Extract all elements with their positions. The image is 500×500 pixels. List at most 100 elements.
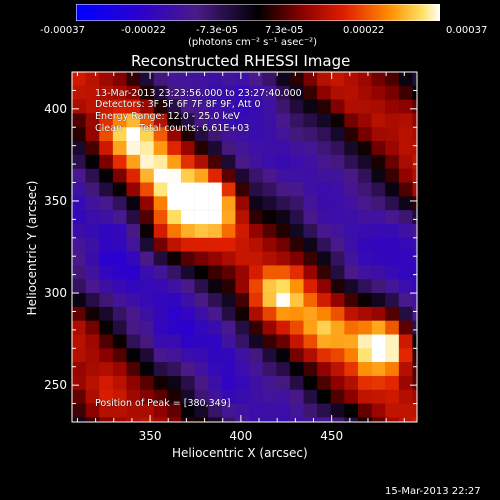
heatmap-cell — [112, 403, 127, 418]
heatmap-cell — [180, 293, 195, 308]
heatmap-cell — [126, 237, 141, 252]
heatmap-cell — [194, 306, 209, 321]
heatmap-cell — [85, 362, 100, 377]
heatmap-cell — [303, 237, 318, 252]
heatmap-cell — [167, 293, 182, 308]
heatmap-cell — [140, 85, 154, 100]
y-tick-label: 400 — [44, 102, 67, 116]
heatmap-cell — [330, 306, 345, 321]
heatmap-cell — [221, 182, 236, 197]
heatmap-cell — [357, 182, 372, 197]
heatmap-cell — [276, 168, 291, 183]
heatmap-cell — [194, 348, 209, 363]
heatmap-cell — [126, 99, 141, 114]
heatmap-cell — [194, 334, 209, 349]
heatmap-cell — [249, 306, 263, 321]
heatmap-cell — [357, 99, 372, 114]
heatmap-cell — [262, 362, 277, 377]
heatmap-cell — [262, 375, 277, 391]
heatmap-cell — [276, 237, 291, 252]
heatmap-cell — [262, 210, 277, 225]
heatmap-cell — [99, 168, 114, 183]
heatmap-cell — [249, 223, 263, 239]
heatmap-cell — [330, 293, 345, 308]
heatmap-cell — [385, 320, 400, 335]
heatmap-cell — [371, 348, 386, 363]
heatmap-cell — [167, 85, 182, 100]
heatmap-cell — [303, 306, 318, 321]
heatmap-cell — [72, 265, 86, 280]
heatmap-cell — [330, 72, 345, 87]
heatmap-cell — [317, 154, 332, 169]
heatmap-cell — [303, 334, 318, 349]
heatmap-cell — [235, 265, 250, 280]
heatmap-cell — [330, 85, 345, 100]
heatmap-cell — [276, 306, 291, 321]
heatmap-cell — [303, 85, 318, 100]
heatmap-cell — [99, 196, 114, 211]
heatmap-cell — [153, 265, 168, 280]
heatmap-cell — [194, 403, 209, 418]
heatmap-cell — [357, 223, 372, 239]
heatmap-cell — [180, 251, 195, 266]
heatmap-cell — [330, 113, 345, 128]
heatmap-cell — [344, 223, 359, 239]
heatmap-cell — [194, 265, 209, 280]
chart-title: Reconstructed RHESSI Image — [131, 52, 351, 70]
heatmap-cell — [357, 389, 372, 404]
heatmap-cell — [235, 127, 250, 142]
heatmap-cell — [221, 223, 236, 239]
heatmap-cell — [412, 279, 417, 294]
heatmap-cell — [357, 403, 372, 418]
heatmap-cell — [167, 362, 182, 377]
heatmap-cell — [289, 141, 304, 156]
heatmap-cell — [249, 279, 263, 294]
heatmap-cell — [412, 293, 417, 308]
heatmap-cell — [344, 403, 359, 418]
heatmap-cell — [276, 334, 291, 349]
heatmap-cell — [194, 417, 209, 422]
heatmap-cell — [235, 403, 250, 418]
y-tick-label: 250 — [44, 378, 67, 392]
heatmap-cell — [235, 154, 250, 169]
heatmap-cell — [221, 168, 236, 183]
heatmap-cell — [72, 168, 86, 183]
heatmap-cell — [208, 375, 223, 391]
heatmap-cell — [303, 113, 318, 128]
heatmap-cell — [317, 320, 332, 335]
heatmap-cell — [140, 141, 154, 156]
heatmap-cell — [344, 293, 359, 308]
heatmap-cell — [180, 154, 195, 169]
heatmap-cell — [112, 154, 127, 169]
heatmap-cell — [262, 223, 277, 239]
heatmap-cell — [398, 279, 413, 294]
heatmap-cell — [371, 362, 386, 377]
heatmap-cell — [412, 320, 417, 335]
heatmap-cell — [249, 265, 263, 280]
heatmap-cell — [385, 293, 400, 308]
heatmap-cell — [262, 348, 277, 363]
heatmap-cell — [357, 210, 372, 225]
heatmap-cell — [398, 320, 413, 335]
heatmap-cell — [317, 182, 332, 197]
heatmap-cell — [385, 389, 400, 404]
heatmap-cell — [398, 389, 413, 404]
heatmap-cell — [385, 237, 400, 252]
heatmap-cell — [344, 196, 359, 211]
heatmap-cell — [153, 375, 168, 391]
heatmap-cell — [208, 154, 223, 169]
heatmap-cell — [385, 210, 400, 225]
heatmap-cell — [221, 154, 236, 169]
heatmap-cell — [180, 210, 195, 225]
heatmap-cell — [72, 141, 86, 156]
heatmap-cell — [385, 113, 400, 128]
heatmap-cell — [99, 141, 114, 156]
heatmap-cell — [317, 72, 332, 87]
heatmap-cell — [303, 320, 318, 335]
heatmap-cell — [344, 362, 359, 377]
heatmap-cell — [235, 293, 250, 308]
heatmap-cell — [317, 348, 332, 363]
heatmap-cell — [126, 85, 141, 100]
heatmap-cell — [221, 141, 236, 156]
